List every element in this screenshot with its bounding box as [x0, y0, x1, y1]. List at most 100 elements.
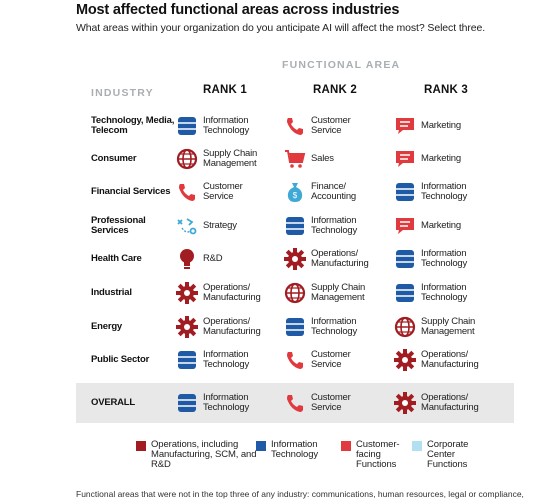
- rank-3-cell: Marketing: [394, 140, 483, 177]
- chat-icon: [394, 215, 416, 237]
- rank-3-cell: Information Technology: [394, 240, 483, 277]
- functional-area-label: Supply Chain Management: [203, 147, 258, 169]
- legend-swatch: [136, 441, 146, 451]
- gear-icon: [176, 315, 198, 338]
- industry-label: OVERALL: [91, 397, 135, 408]
- rank-1-cell: Strategy: [176, 207, 275, 244]
- functional-area-label: Finance/ Accounting: [311, 180, 357, 202]
- rank-1-cell: Operations/ Manufacturing: [176, 274, 275, 311]
- table-row: Public Sector Information Technology Custo…: [76, 341, 514, 378]
- functional-area-label: Strategy: [203, 219, 237, 231]
- rank-2-cell: Customer Service: [284, 383, 383, 423]
- functional-area-label: R&D: [203, 252, 223, 264]
- legend-swatch: [256, 441, 266, 451]
- rank-2-cell: Information Technology: [284, 207, 383, 244]
- rank-1-cell: Supply Chain Management: [176, 140, 275, 177]
- functional-area-label: Sales: [311, 152, 334, 164]
- database-icon: [176, 392, 198, 414]
- functional-area-label: Information Technology: [203, 348, 250, 370]
- legend-label: Corporate Center Functions: [427, 439, 469, 470]
- gear-icon: [394, 348, 416, 371]
- functional-area-label: Supply Chain Management: [311, 281, 366, 303]
- database-icon: [176, 115, 198, 137]
- rank-3-cell: Supply Chain Management: [394, 308, 483, 345]
- globe-icon: [176, 148, 198, 170]
- functional-area-label: Information Technology: [421, 247, 468, 269]
- legend-label: Operations, including Manufacturing, SCM…: [151, 439, 257, 470]
- table-row: Professional Services Strategy Information…: [76, 207, 514, 244]
- database-icon: [394, 248, 416, 270]
- phone-icon: [284, 392, 306, 414]
- industry-label: Industrial: [91, 286, 132, 298]
- rank-1-cell: Information Technology: [176, 107, 275, 144]
- rank-3-cell: Operations/ Manufacturing: [394, 341, 483, 378]
- industry-header: INDUSTRY: [91, 87, 154, 99]
- rank-2-cell: $ Finance/ Accounting: [284, 173, 383, 210]
- database-icon: [284, 316, 306, 338]
- functional-area-label: Supply Chain Management: [421, 315, 476, 337]
- rank-3-cell: Information Technology: [394, 173, 483, 210]
- legend-swatch: [412, 441, 422, 451]
- rank-3-cell: Operations/ Manufacturing: [394, 383, 483, 423]
- functional-area-label: Information Technology: [203, 114, 250, 136]
- globe-icon: [284, 282, 306, 304]
- rank-2-cell: Customer Service: [284, 107, 383, 144]
- legend-item-it: Information Technology: [256, 440, 333, 460]
- rank-2-cell: Operations/ Manufacturing: [284, 240, 383, 277]
- functional-area-label: Operations/ Manufacturing: [421, 392, 479, 413]
- functional-area-label: Information Technology: [203, 392, 250, 413]
- legend-label: Customer-facing Functions: [356, 439, 400, 470]
- functional-area-label: Information Technology: [421, 180, 468, 202]
- globe-icon: [394, 316, 416, 338]
- functional-area-label: Customer Service: [311, 348, 351, 370]
- legend-item-operations: Operations, including Manufacturing, SCM…: [136, 440, 266, 470]
- footnote: Functional areas that were not in the to…: [76, 489, 524, 499]
- legend-label: Information Technology: [271, 439, 319, 460]
- table-row: Financial Services Customer Service $ Finan…: [76, 173, 514, 210]
- rank-3-cell: Marketing: [394, 207, 483, 244]
- rank-3-cell: Marketing: [394, 107, 483, 144]
- database-icon: [394, 181, 416, 203]
- industry-label: Financial Services: [91, 185, 171, 197]
- chat-icon: [394, 115, 416, 137]
- rank-2-header: RANK 2: [313, 84, 358, 96]
- functional-area-label: Information Technology: [311, 315, 358, 337]
- functional-area-label: Information Technology: [421, 281, 468, 303]
- page-subtitle: What areas within your organization do y…: [76, 22, 486, 34]
- industry-label: Consumer: [91, 152, 137, 164]
- industry-label: Professional Services: [91, 214, 146, 236]
- lightbulb-icon: [176, 248, 198, 270]
- rank-2-cell: Information Technology: [284, 308, 383, 345]
- phone-icon: [284, 349, 306, 371]
- rank-1-cell: R&D: [176, 240, 275, 277]
- table-row: Technology, Media, Telecom Information Te…: [76, 107, 514, 144]
- rank-1-cell: Information Technology: [176, 341, 275, 378]
- chat-icon: [394, 148, 416, 170]
- rank-2-cell: Supply Chain Management: [284, 274, 383, 311]
- functional-area-label: Marketing: [421, 119, 461, 131]
- rank-1-cell: Operations/ Manufacturing: [176, 308, 275, 345]
- page-title: Most affected functional areas across in…: [76, 2, 400, 18]
- functional-area-label: Customer Service: [311, 392, 351, 413]
- functional-area-label: Marketing: [421, 219, 461, 231]
- rank-2-cell: Sales: [284, 140, 383, 177]
- database-icon: [284, 215, 306, 237]
- functional-area-label: Operations/ Manufacturing: [311, 247, 369, 269]
- rank-2-cell: Customer Service: [284, 341, 383, 378]
- rank-3-cell: Information Technology: [394, 274, 483, 311]
- rank-1-header: RANK 1: [203, 84, 248, 96]
- cart-icon: [284, 148, 306, 170]
- legend-item-corporate-center: Corporate Center Functions: [412, 440, 479, 470]
- rank-3-header: RANK 3: [424, 84, 469, 96]
- functional-area-header: FUNCTIONAL AREA: [282, 59, 401, 71]
- phone-icon: [176, 181, 198, 203]
- table-row: Energy Operations/ Manufacturing Informati…: [76, 308, 514, 345]
- rank-1-cell: Customer Service: [176, 173, 275, 210]
- rank-1-cell: Information Technology: [176, 383, 275, 423]
- industry-label: Energy: [91, 320, 123, 332]
- overall-row: OVERALL Information Technology Customer Se…: [76, 383, 514, 423]
- gear-icon: [176, 281, 198, 304]
- functional-area-label: Marketing: [421, 152, 461, 164]
- functional-area-label: Customer Service: [311, 114, 351, 136]
- industry-label: Technology, Media, Telecom: [91, 114, 175, 136]
